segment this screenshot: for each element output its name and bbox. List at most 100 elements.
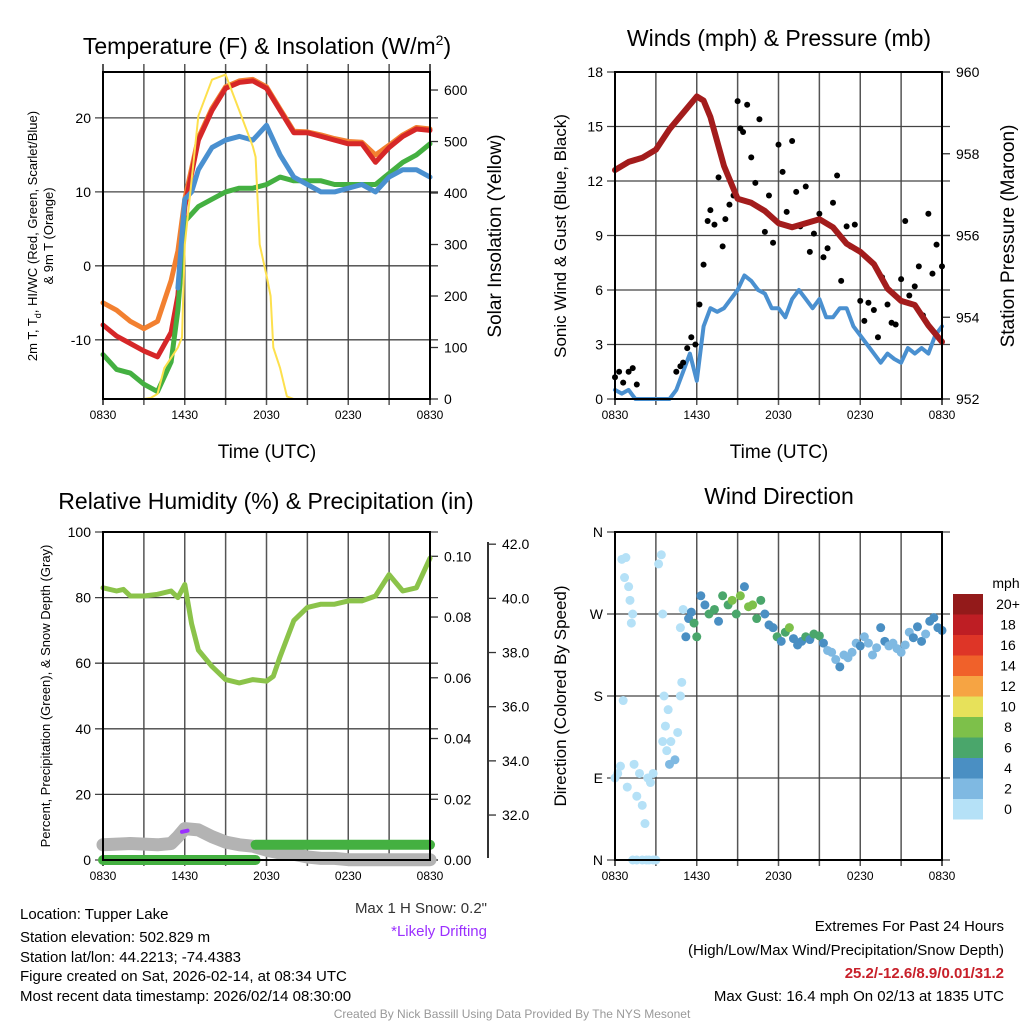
series-pressure-line xyxy=(612,93,945,345)
gust-point xyxy=(740,128,747,135)
wind-direction-point xyxy=(659,691,669,701)
colorbar-swatch xyxy=(953,594,983,615)
y-tick-label: 80 xyxy=(75,590,91,606)
colorbar-swatch xyxy=(953,799,983,820)
gust-point xyxy=(620,379,627,386)
y2-tick-label: 958 xyxy=(956,146,980,162)
colorbar-label: 10 xyxy=(1000,699,1016,715)
y2-tick-label: 954 xyxy=(956,309,980,325)
x-tick-label: 0830 xyxy=(417,869,444,883)
y-tick-label: 20 xyxy=(75,786,91,802)
wind-direction-point xyxy=(640,819,650,829)
wind-direction-point xyxy=(618,696,628,706)
series-2m-temperature-line xyxy=(100,78,433,360)
drifting-annotation: *Likely Drifting xyxy=(391,923,487,940)
wind-speed-colorbar: mph 20+ 18 16 14 12 10 8 6 4 2 0 xyxy=(953,575,1020,820)
x-tick-label: 1430 xyxy=(171,408,198,422)
wind-direction-point xyxy=(863,638,873,648)
x-tick-label: 0830 xyxy=(929,408,956,422)
plot-border xyxy=(614,71,943,400)
x-tick-label: 1430 xyxy=(683,408,710,422)
series-insolation-line xyxy=(102,73,431,400)
gust-point xyxy=(748,154,755,161)
y-tick-label: N xyxy=(593,852,603,868)
colorbar-label: 18 xyxy=(1000,617,1016,633)
wind-direction-point xyxy=(678,604,688,614)
wind-direction-chart-title: Wind Direction xyxy=(704,483,854,509)
temperature-y-axis-title-line2: & 9m T (Orange) xyxy=(41,187,56,284)
gust-point xyxy=(830,199,836,206)
elevation-label: Station elevation: 502.829 m xyxy=(20,929,211,946)
x-tick-label: 0830 xyxy=(602,408,629,422)
colorbar-swatch xyxy=(953,778,983,799)
wind-direction-point xyxy=(700,600,710,610)
x-tick-label: 2030 xyxy=(253,869,280,883)
y2-tick-label: 0.04 xyxy=(444,731,471,747)
location-label: Location: Tupper Lake xyxy=(20,906,169,923)
y2-tick-label: 0.02 xyxy=(444,791,471,807)
gust-point xyxy=(770,239,777,246)
y-tick-label: E xyxy=(594,770,603,786)
gust-point xyxy=(902,217,909,224)
y-tick-label: 0 xyxy=(83,258,91,274)
wind-direction-point xyxy=(663,705,673,715)
y-tick-label: 0 xyxy=(595,391,603,407)
wind-direction-point xyxy=(621,553,631,563)
wind-direction-point xyxy=(917,636,927,646)
gust-point xyxy=(761,228,768,235)
series-sonic-wind-line xyxy=(613,273,944,401)
y2-tick-label: 952 xyxy=(956,391,980,407)
wind-direction-point xyxy=(629,759,639,769)
x-tick-label: 0830 xyxy=(417,408,444,422)
gust-point xyxy=(752,179,759,186)
colorbar-label: 2 xyxy=(1004,781,1012,797)
wind-direction-point xyxy=(632,791,642,801)
insolation-y-axis-title: Solar Insolation (Yellow) xyxy=(485,134,506,337)
colorbar-swatch xyxy=(953,717,983,738)
gust-point xyxy=(625,368,632,375)
x-tick-label: 0230 xyxy=(847,408,874,422)
temperature-chart-title: Temperature (F) & Insolation (W/m2) xyxy=(83,32,451,59)
colorbar-label: 14 xyxy=(1000,658,1016,674)
extremes-values: 25.2/-12.6/8.9/0.01/31.2 xyxy=(844,965,1004,982)
y2-tick-label: 100 xyxy=(444,340,468,356)
y-tick-label: W xyxy=(590,606,604,622)
gust-point xyxy=(711,221,718,228)
wind-direction-point xyxy=(692,632,702,642)
x-tick-label: 1430 xyxy=(171,869,198,883)
wind-direction-point xyxy=(673,727,683,737)
gust-point xyxy=(820,254,827,261)
wind-direction-point xyxy=(660,721,670,731)
winds-chart-title: Winds (mph) & Pressure (mb) xyxy=(627,25,931,51)
humidity-y-axis-title: Percent, Precipitation (Green), & Snow D… xyxy=(38,545,53,848)
y2-tick-label: 960 xyxy=(956,64,980,80)
y2-tick-label: 0 xyxy=(444,391,452,407)
x-tick-label: 1430 xyxy=(683,869,710,883)
y2-tick-label: 0.06 xyxy=(444,670,471,686)
colorbar-label: 6 xyxy=(1004,740,1012,756)
x-tick-label: 0230 xyxy=(847,869,874,883)
wind-direction-point xyxy=(760,609,770,619)
wind-direction-point xyxy=(648,768,658,778)
max-gust-label: Max Gust: 16.4 mph On 02/13 at 1835 UTC xyxy=(713,988,1004,1005)
wind-direction-point xyxy=(827,647,837,657)
wind-direction-point xyxy=(847,647,857,657)
y-tick-label: 3 xyxy=(595,337,603,353)
y-tick-label: 12 xyxy=(587,173,603,189)
x-tick-label: 2030 xyxy=(253,408,280,422)
wind-direction-point xyxy=(686,607,696,617)
y-tick-label: 20 xyxy=(75,110,91,126)
y2-tick-label: 300 xyxy=(444,237,468,253)
y-tick-label: 9 xyxy=(595,228,603,244)
wind-direction-point xyxy=(628,609,638,619)
colorbar-swatch xyxy=(953,696,983,717)
gust-point xyxy=(789,138,796,145)
gust-point xyxy=(857,297,864,304)
wind-direction-point xyxy=(658,737,668,747)
y2-tick-label: 600 xyxy=(444,82,468,98)
gust-point xyxy=(802,183,809,190)
series-windchill-line xyxy=(175,122,433,291)
wind-direction-point xyxy=(666,737,676,747)
y2-tick-label: 40.0 xyxy=(502,590,529,606)
wind-direction-point xyxy=(784,623,794,633)
